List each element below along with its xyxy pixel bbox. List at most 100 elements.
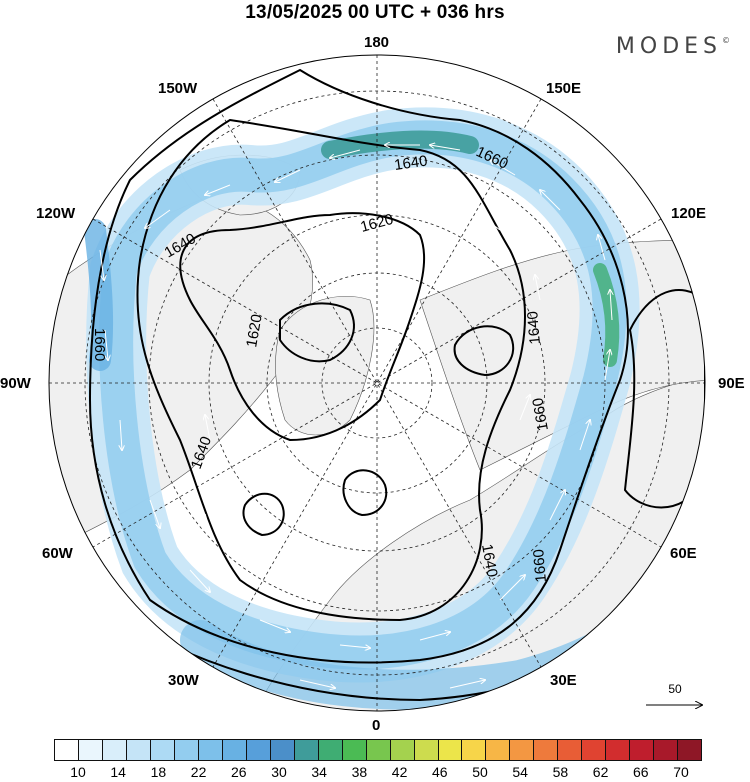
lon-label-60w: 60W xyxy=(42,545,73,562)
colorbar-swatch xyxy=(221,739,246,761)
landmass-greenland xyxy=(275,295,375,436)
wind-arrow xyxy=(339,644,370,648)
colorbar-tick-label: 34 xyxy=(311,764,327,780)
colorbar-tick-label: 18 xyxy=(150,764,167,780)
colorbar-swatch xyxy=(485,739,510,761)
colorbar-swatch xyxy=(533,739,558,761)
contour-label: 1640 xyxy=(524,310,544,345)
wind-arrow xyxy=(419,632,450,641)
reference-arrow-icon xyxy=(646,700,704,710)
lon-label-180: 180 xyxy=(364,34,390,51)
colorbar-swatch xyxy=(54,739,78,761)
wind-arrow xyxy=(330,149,361,158)
lon-label-120e: 120E xyxy=(671,205,707,222)
contour-low-atlantic xyxy=(242,492,285,537)
colorbar-swatch xyxy=(149,739,174,761)
colorbar-swatch xyxy=(245,739,270,761)
lon-label-150e: 150E xyxy=(546,80,582,97)
colorbar-tick-label: 38 xyxy=(351,764,368,780)
colorbar-swatch xyxy=(437,739,462,761)
contour-1620-north xyxy=(179,212,426,442)
colorbar-tick-label: 22 xyxy=(190,764,207,780)
wind-arrow xyxy=(480,215,501,231)
colorbar-tick-label: 42 xyxy=(391,764,408,780)
jet-band-core xyxy=(321,130,479,159)
colorbar-swatch xyxy=(605,739,630,761)
wind-arrow xyxy=(519,395,530,421)
wind-arrow xyxy=(604,350,610,381)
contour-label: 1660 xyxy=(91,328,108,361)
colorbar-tick-label: 46 xyxy=(432,764,448,780)
lon-label-90w: 90W xyxy=(0,375,31,392)
graticule xyxy=(49,55,705,711)
wind-arrow xyxy=(189,569,210,592)
wind-arrow xyxy=(120,419,122,450)
colorbar-swatch xyxy=(293,739,318,761)
lon-label-0: 0 xyxy=(372,717,381,734)
jet-band-mid xyxy=(99,120,627,670)
colorbar-swatch xyxy=(365,739,390,761)
lat-circle-80 xyxy=(321,327,433,439)
colorbar-swatch xyxy=(509,739,534,761)
copyright-mark: © xyxy=(722,36,730,45)
chart-title: 13/05/2025 00 UTC + 036 hrs xyxy=(245,2,505,23)
meridian-30w-150e xyxy=(212,98,542,668)
colorbar-tick-label: 14 xyxy=(110,764,126,780)
lon-label-90e: 90E xyxy=(718,375,745,392)
contour-low-arctic xyxy=(342,469,388,517)
colorbar-swatch xyxy=(557,739,582,761)
colorbar-swatch xyxy=(461,739,486,761)
jet-band-core-west xyxy=(84,219,114,371)
meridian-60w-120e xyxy=(92,218,662,548)
wind-arrow xyxy=(535,275,541,301)
colorbar-swatch xyxy=(653,739,678,761)
colorbar-labels: 10 14 18 22 26 30 34 38 42 46 50 54 58 62 66 70 xyxy=(54,764,702,782)
colorbar-swatch xyxy=(197,739,222,761)
colorbar-tick-label: 26 xyxy=(231,764,247,780)
colorbar-tick-label: 70 xyxy=(673,764,689,780)
colorbar-tick-label: 50 xyxy=(472,764,488,780)
colorbar-tick-label: 58 xyxy=(552,764,569,780)
colorbar-swatch xyxy=(581,739,606,761)
colorbar-tick-label: 62 xyxy=(592,764,609,780)
colorbar-swatch xyxy=(413,739,438,761)
colorbar-tick-label: 30 xyxy=(271,764,287,780)
wind-arrow xyxy=(598,235,606,261)
wind-arrow xyxy=(259,619,290,632)
reference-vector: 50 xyxy=(646,682,704,710)
colorbar-swatch xyxy=(269,739,294,761)
map-boundary xyxy=(48,54,706,712)
lon-label-120w: 120W xyxy=(36,205,76,222)
colorbar-swatch xyxy=(125,739,150,761)
contour-1640-main xyxy=(136,118,526,622)
wind-arrow xyxy=(430,145,461,151)
wind-arrow xyxy=(579,420,590,451)
wind-arrow xyxy=(99,249,104,280)
contour-1620-inner xyxy=(279,302,355,363)
colorbar-tick-label: 66 xyxy=(633,764,649,780)
lat-circle-50 xyxy=(148,154,606,612)
colorbar-swatch xyxy=(341,739,366,761)
lat-circle-60 xyxy=(208,214,546,552)
map-disk: 1620 1620 1640 1640 1640 1640 1640 1660 … xyxy=(49,55,705,711)
brand-name: MODES xyxy=(615,34,722,59)
lon-label-30w: 30W xyxy=(168,672,199,689)
wind-arrow xyxy=(104,329,108,360)
wind-arrow xyxy=(490,160,516,176)
contour-label: 1660 xyxy=(530,548,550,583)
wind-arrow xyxy=(449,680,485,689)
reference-vector-label: 50 xyxy=(668,682,682,696)
contour-1660-main xyxy=(88,68,629,664)
contour-label: 1660 xyxy=(529,396,552,432)
wind-arrow xyxy=(275,169,301,182)
wind-arrow xyxy=(199,515,205,541)
contour-label: 1640 xyxy=(393,152,428,173)
meridian-150w-30e xyxy=(212,98,542,668)
colorbar-swatch xyxy=(173,739,198,761)
colorbar-tick-label: 10 xyxy=(70,764,86,780)
colorbar-swatch xyxy=(101,739,126,761)
meridian-120w-60e xyxy=(92,218,662,548)
colorbar xyxy=(54,739,703,761)
colorbar-swatch xyxy=(389,739,414,761)
